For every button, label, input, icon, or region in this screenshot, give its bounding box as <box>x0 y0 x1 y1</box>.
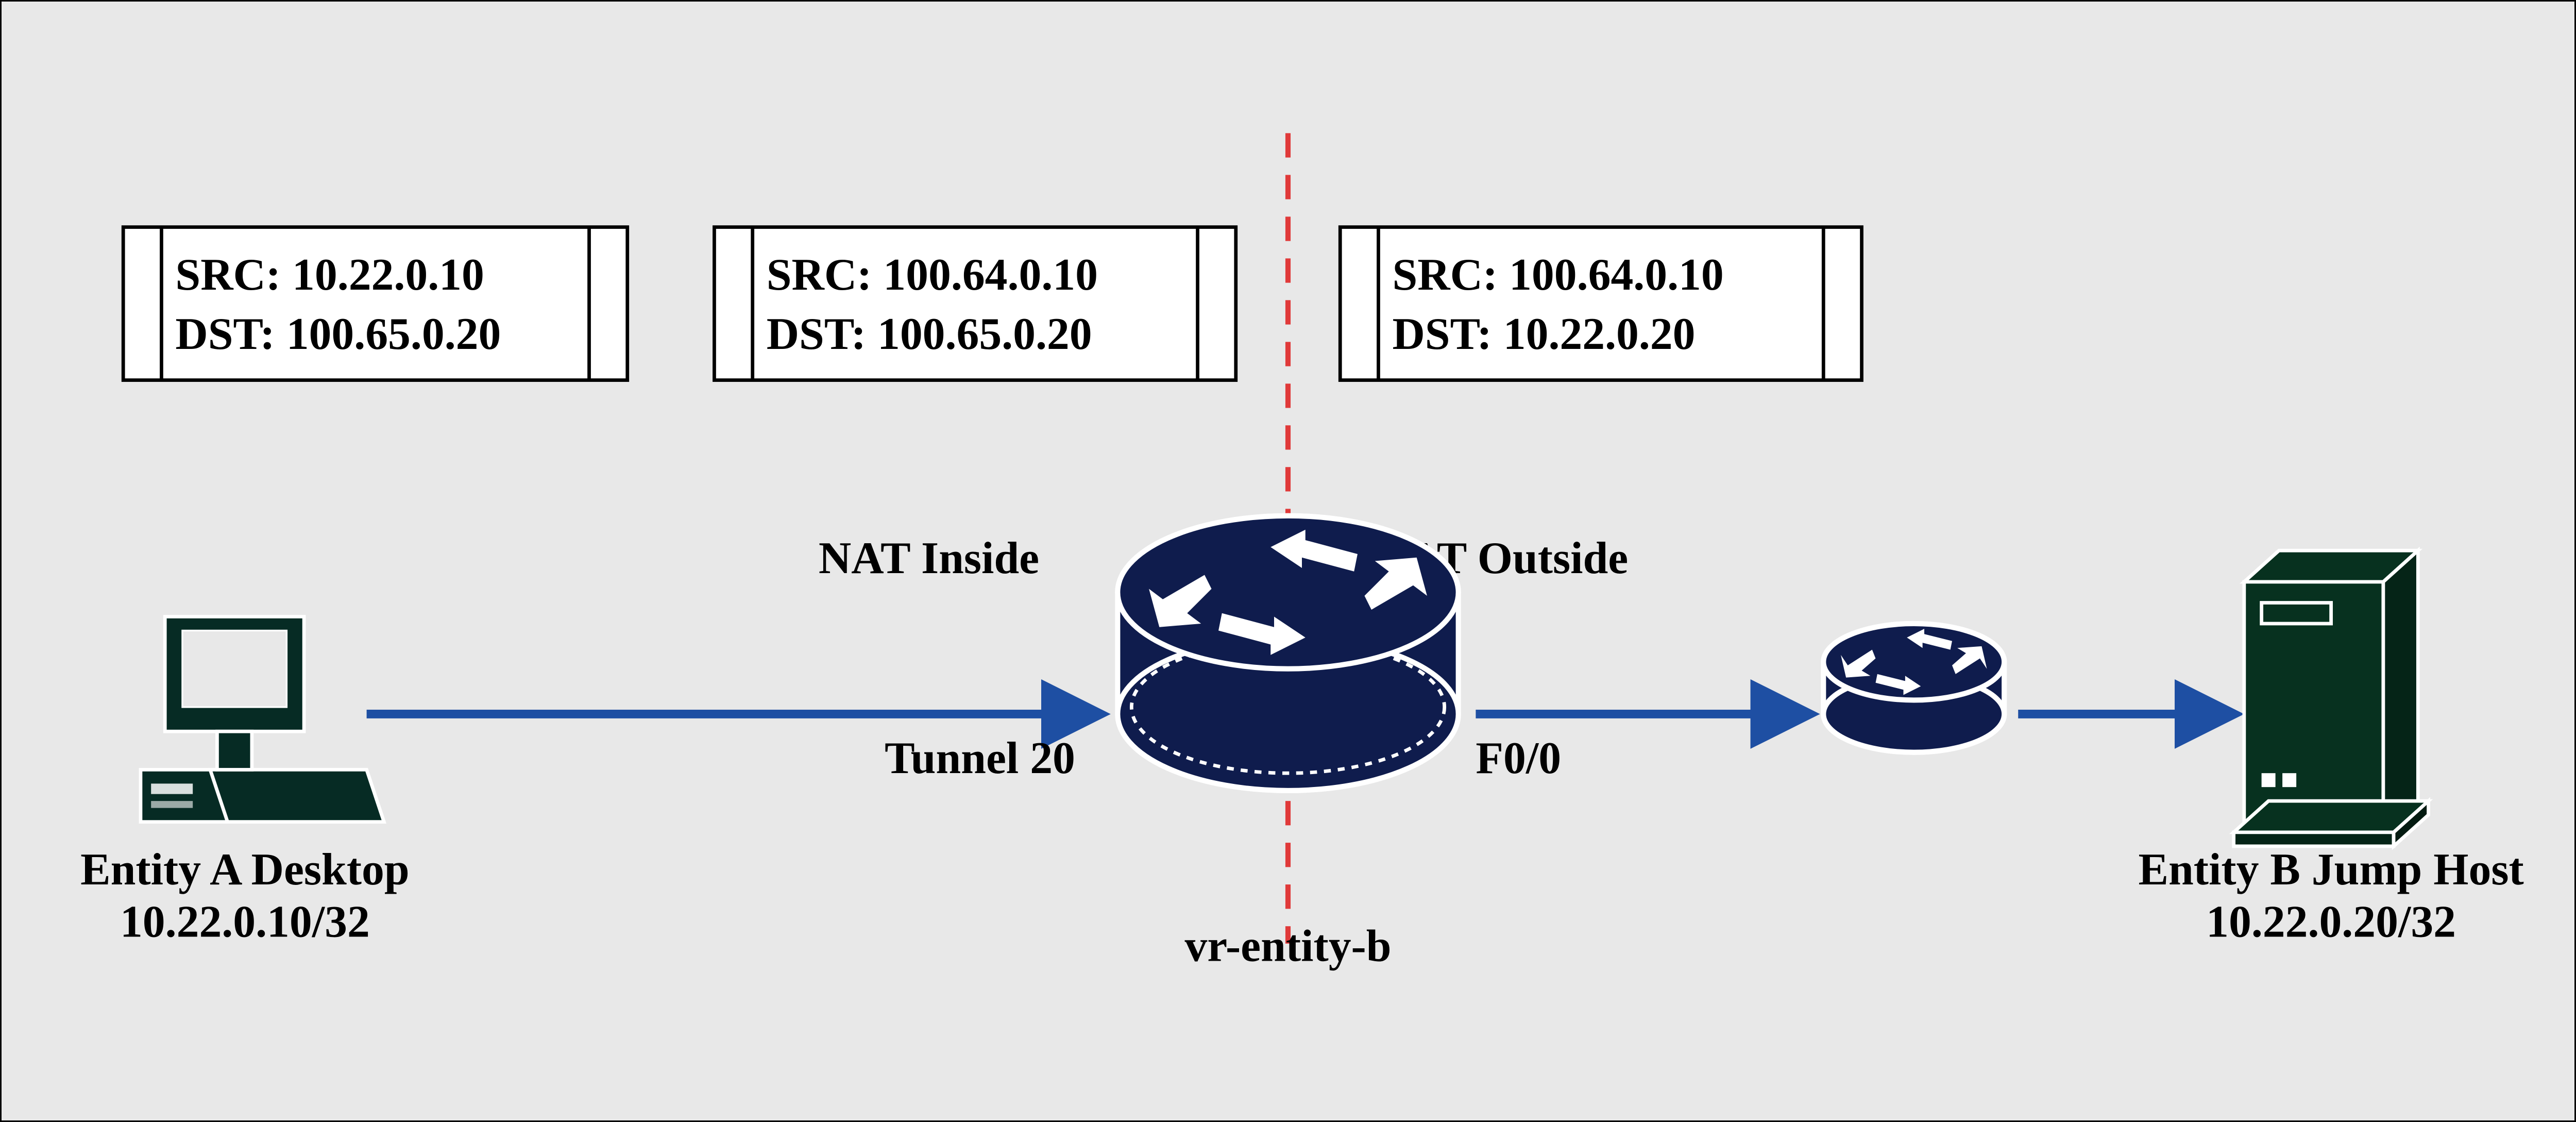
packet-2-src: SRC: 100.64.0.10 <box>767 249 1098 299</box>
packet-2-dst: DST: 100.65.0.20 <box>767 309 1092 359</box>
packet-box-1: SRC: 10.22.0.10 DST: 100.65.0.20 <box>123 227 628 380</box>
packet-box-2: SRC: 100.64.0.10 DST: 100.65.0.20 <box>714 227 1235 380</box>
packet-3-dst: DST: 10.22.0.20 <box>1392 309 1695 359</box>
if-right-label: F0/0 <box>1476 733 1561 783</box>
packet-box-3: SRC: 100.64.0.10 DST: 10.22.0.20 <box>1340 227 1861 380</box>
desktop-label-2: 10.22.0.10/32 <box>120 896 370 946</box>
main-router-icon <box>1117 516 1458 791</box>
packet-3-src: SRC: 100.64.0.10 <box>1392 249 1723 299</box>
main-router-label: vr-entity-b <box>1184 921 1391 971</box>
desktop-icon <box>141 616 384 822</box>
server-label-1: Entity B Jump Host <box>2139 844 2524 894</box>
diagram-svg: SRC: 10.22.0.10 DST: 100.65.0.20 SRC: 10… <box>2 2 2574 1120</box>
small-router-icon <box>1823 624 2004 752</box>
desktop-label-1: Entity A Desktop <box>80 844 410 894</box>
server-icon <box>2234 550 2429 846</box>
diagram-canvas: SRC: 10.22.0.10 DST: 100.65.0.20 SRC: 10… <box>0 0 2576 1122</box>
packet-1-dst: DST: 100.65.0.20 <box>175 309 501 359</box>
server-label-2: 10.22.0.20/32 <box>2206 896 2456 946</box>
nat-inside-label: NAT Inside <box>819 533 1039 583</box>
if-left-label: Tunnel 20 <box>885 733 1075 783</box>
packet-1-src: SRC: 10.22.0.10 <box>175 249 484 299</box>
